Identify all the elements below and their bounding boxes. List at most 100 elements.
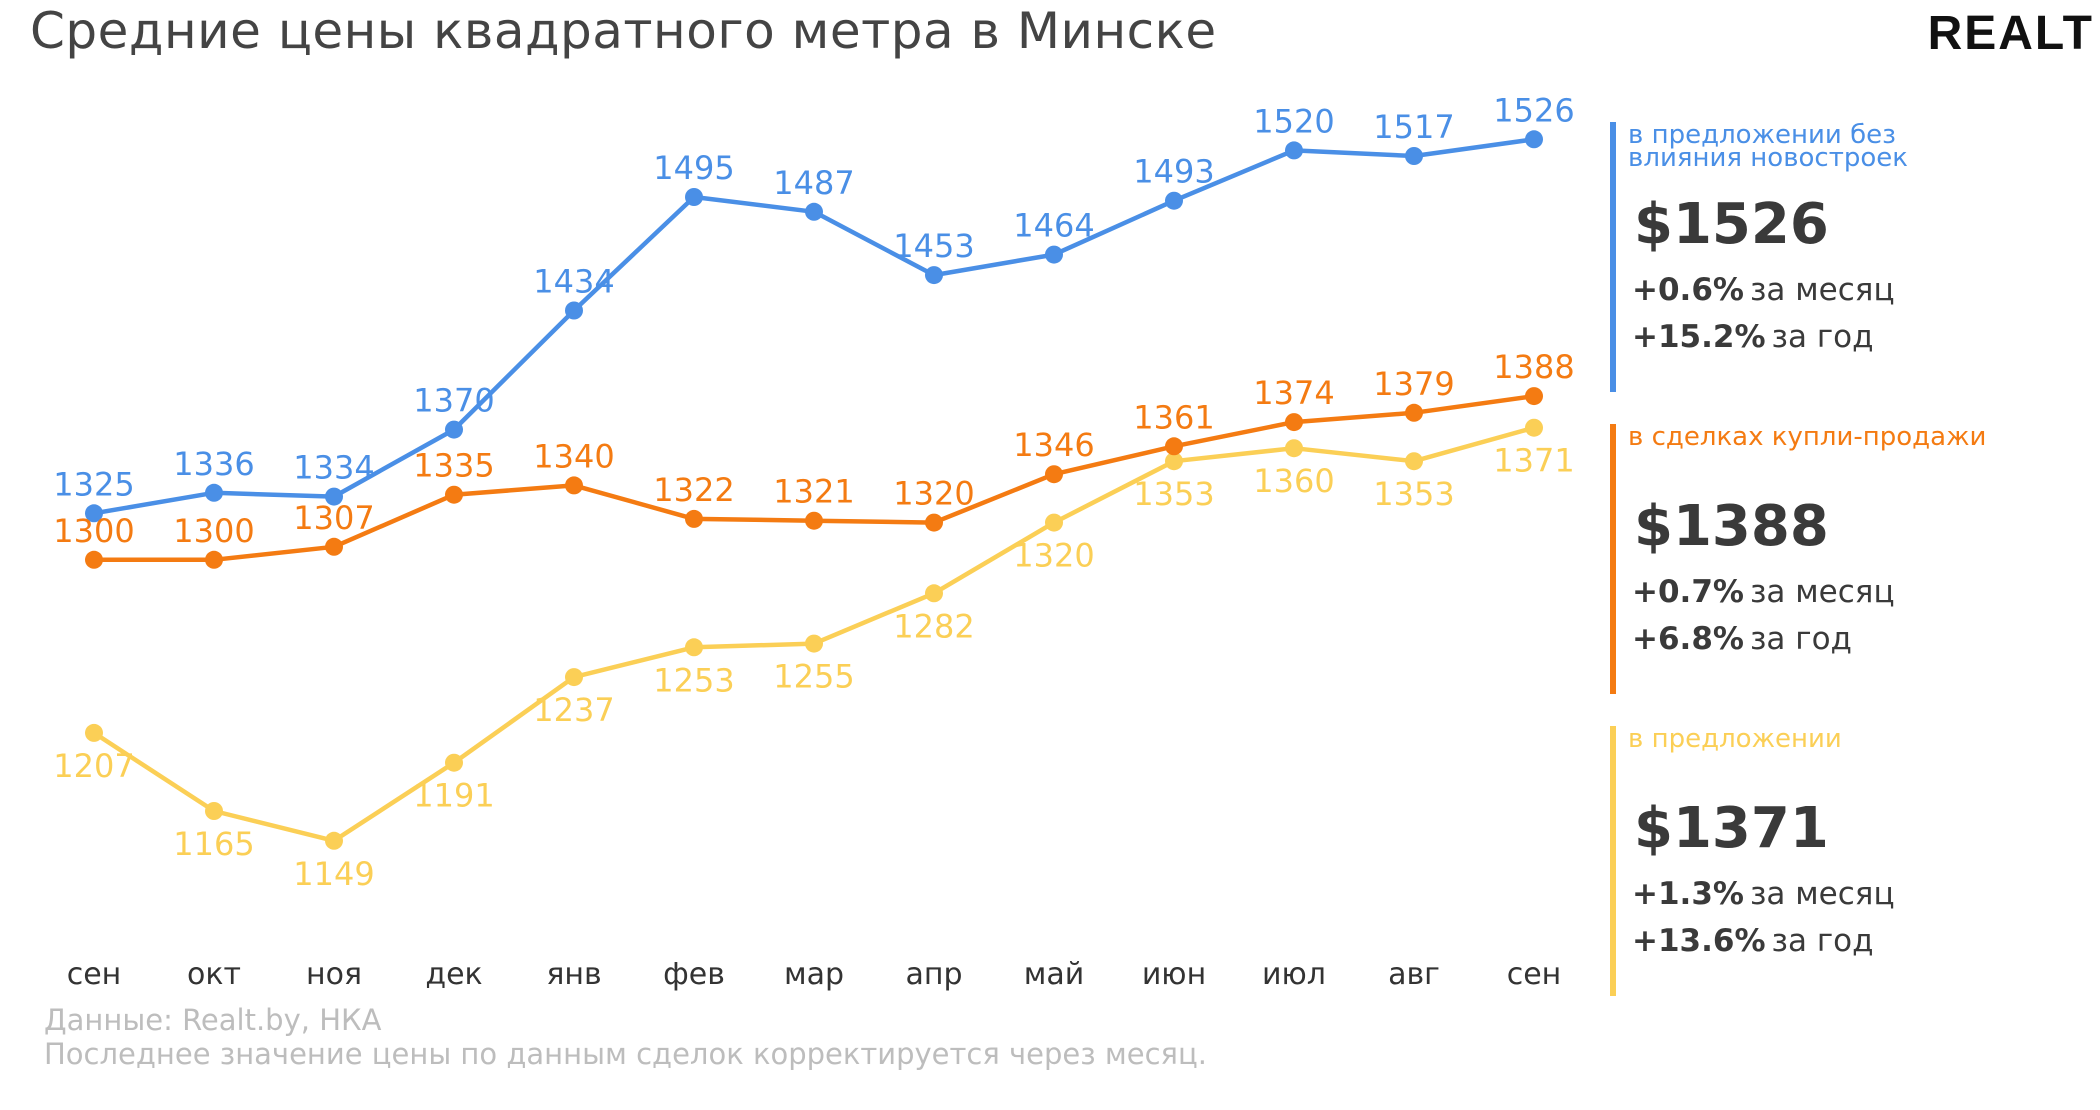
data-label: 1300 xyxy=(173,512,254,550)
month-change-text: за месяц xyxy=(1749,876,1895,912)
panel-price: $1371 xyxy=(1634,796,1829,861)
data-point xyxy=(85,504,103,523)
data-point xyxy=(1525,418,1543,437)
data-point xyxy=(805,511,823,530)
data-label: 1493 xyxy=(1133,153,1214,191)
x-tick-label: мар xyxy=(784,957,844,992)
data-label: 1335 xyxy=(413,447,494,485)
data-label: 1370 xyxy=(413,382,494,420)
data-point xyxy=(85,550,103,569)
correction-note: Последнее значение цены по данным сделок… xyxy=(44,1037,1207,1071)
data-source-note: Данные: Realt.by, НКА xyxy=(44,1003,382,1037)
data-point xyxy=(565,301,583,320)
data-point xyxy=(685,188,703,206)
month-change-text: за месяц xyxy=(1749,272,1895,308)
data-point xyxy=(565,668,583,687)
data-label: 1517 xyxy=(1373,108,1454,146)
data-point xyxy=(925,266,943,285)
data-point xyxy=(1405,147,1423,165)
data-point xyxy=(1405,403,1423,422)
line-chart: сен окт ноя дек янв фев мар апр май июн июл авг сен 1… xyxy=(53,91,1574,992)
month-change-value: +0.6% xyxy=(1632,272,1744,308)
data-point xyxy=(1045,513,1063,532)
year-change-text: за год xyxy=(1771,319,1874,355)
panel-label: в предложении без влияния новостроек xyxy=(1628,120,2100,173)
data-point xyxy=(1285,413,1303,432)
x-tick-label: сен xyxy=(67,957,122,992)
data-label: 1191 xyxy=(413,777,494,815)
data-point xyxy=(85,723,103,742)
data-point xyxy=(205,802,223,820)
data-label: 1371 xyxy=(1493,442,1574,480)
data-label: 1336 xyxy=(173,445,254,483)
x-tick-label: окт xyxy=(187,957,241,992)
data-label: 1255 xyxy=(773,658,854,696)
data-label: 1282 xyxy=(893,607,974,645)
data-point xyxy=(325,831,343,850)
x-tick-label: апр xyxy=(905,957,962,992)
data-label: 1526 xyxy=(1493,91,1574,129)
data-label: 1253 xyxy=(653,661,734,699)
panel-label-line1: в сделках купли-продажи xyxy=(1628,422,1987,452)
year-change-value: +13.6% xyxy=(1632,923,1766,959)
data-label: 1334 xyxy=(293,449,374,487)
data-point xyxy=(1285,141,1303,160)
data-label: 1495 xyxy=(653,149,734,187)
data-label: 1325 xyxy=(53,465,134,503)
panel-label: в сделках купли-продажи xyxy=(1628,422,2100,452)
data-label: 1320 xyxy=(893,475,974,513)
data-label: 1322 xyxy=(653,471,734,509)
data-label: 1361 xyxy=(1133,398,1214,436)
data-label: 1434 xyxy=(533,263,614,301)
data-point xyxy=(205,483,223,502)
data-point xyxy=(1045,465,1063,484)
data-label: 1149 xyxy=(293,855,374,893)
x-tick-label: авг xyxy=(1388,957,1440,992)
x-tick-label: ноя xyxy=(306,957,362,992)
x-tick-label: июн xyxy=(1142,957,1206,992)
data-point xyxy=(685,509,703,528)
year-change-value: +6.8% xyxy=(1632,621,1744,657)
panel-year-change: +6.8% за год xyxy=(1632,621,1852,657)
data-point xyxy=(925,513,943,532)
data-label: 1207 xyxy=(53,747,134,785)
x-tick-label: фев xyxy=(663,957,725,992)
x-tick-label: май xyxy=(1024,957,1085,992)
data-point xyxy=(805,202,823,221)
data-label: 1340 xyxy=(533,437,614,475)
data-label: 1520 xyxy=(1253,102,1334,140)
data-point xyxy=(325,487,343,506)
year-change-value: +15.2% xyxy=(1632,319,1766,355)
panel-month-change: +0.7% за месяц xyxy=(1632,574,1895,610)
data-label: 1464 xyxy=(1013,207,1094,245)
panel-label-line1: в предложении без xyxy=(1628,120,1896,150)
month-change-value: +0.7% xyxy=(1632,574,1744,610)
data-point xyxy=(205,550,223,569)
data-point xyxy=(925,584,943,603)
data-point xyxy=(1165,452,1183,471)
data-label: 1374 xyxy=(1253,374,1334,412)
year-change-text: за год xyxy=(1749,621,1852,657)
data-point xyxy=(1165,191,1183,210)
data-label: 1307 xyxy=(293,499,374,537)
panel-label-line1: в предложении xyxy=(1628,724,1842,754)
summary-panel-deals: в сделках купли-продажи $1388 +0.7% за ме… xyxy=(1610,424,2100,694)
realt-logo: REALT xyxy=(1927,7,2094,60)
year-change-text: за год xyxy=(1771,923,1874,959)
month-change-text: за месяц xyxy=(1749,574,1895,610)
data-label: 1487 xyxy=(773,164,854,202)
x-tick-label: янв xyxy=(546,957,601,992)
data-label: 1300 xyxy=(53,512,134,550)
panel-label-line2: влияния новостроек xyxy=(1628,143,1908,173)
chart-title: Средние цены квадратного метра в Минске xyxy=(30,2,1217,60)
data-point xyxy=(1405,452,1423,471)
data-point xyxy=(1045,245,1063,264)
data-point xyxy=(1285,439,1303,458)
panel-year-change: +13.6% за год xyxy=(1632,923,1874,959)
data-label: 1346 xyxy=(1013,426,1094,464)
data-point xyxy=(805,634,823,653)
data-label: 1165 xyxy=(173,825,254,863)
data-label: 1320 xyxy=(1013,537,1094,575)
data-label: 1453 xyxy=(893,227,974,265)
panel-price: $1526 xyxy=(1634,192,1829,257)
